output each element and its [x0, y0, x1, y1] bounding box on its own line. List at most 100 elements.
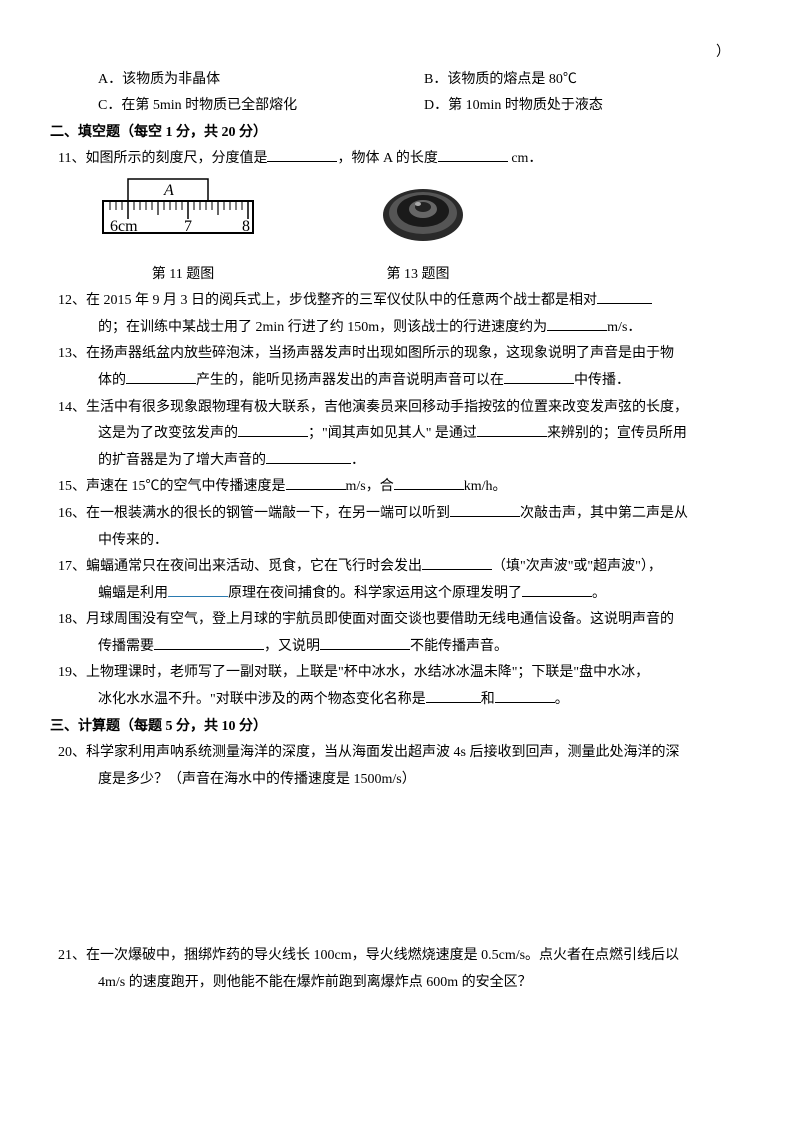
q13-num: 13、	[58, 346, 86, 361]
q17-num: 17、	[58, 559, 86, 574]
speaker-svg	[378, 177, 468, 247]
q21-l1: 在一次爆破中，捆绑炸药的导火线长 100cm，导火线燃烧速度是 0.5cm/s。…	[86, 948, 679, 963]
prev-question-options-row2: C．在第 5min 时物质已全部熔化 D．第 10min 时物质处于液态	[50, 93, 750, 120]
q17-l1-end: （填"次声波"或"超声波"），	[492, 559, 662, 574]
q17-l2-pre: 蝙蝠是利用	[98, 586, 168, 601]
q14-line3: 的扩音器是为了增大声音的 ．	[50, 448, 750, 475]
q13-l2-pre: 体的	[98, 373, 126, 388]
svg-text:7: 7	[184, 218, 192, 235]
section-2-title: 二、填空题（每空 1 分，共 20 分）	[50, 120, 750, 147]
blank	[286, 475, 346, 490]
q12-l1: 在 2015 年 9 月 3 日的阅兵式上，步伐整齐的三军仪仗队中的任意两个战士…	[86, 293, 597, 308]
option-d: D．第 10min 时物质处于液态	[424, 93, 750, 120]
question-13: 13、在扬声器纸盆内放些碎泡沫，当扬声器发声时出现如图所示的现象，这现象说明了声…	[50, 341, 750, 368]
blank	[394, 475, 464, 490]
q11-text-pre: 如图所示的刻度尺，分度值是	[85, 151, 267, 166]
blank	[154, 635, 264, 650]
question-20: 20、科学家利用声呐系统测量海洋的深度，当从海面发出超声波 4s 后接收到回声，…	[50, 740, 750, 767]
figures-row: A	[50, 177, 750, 258]
question-21: 21、在一次爆破中，捆绑炸药的导火线长 100cm，导火线燃烧速度是 0.5cm…	[50, 943, 750, 970]
section-3-title: 三、计算题（每题 5 分，共 10 分）	[50, 714, 750, 741]
figure-captions: 第 11 题图 第 13 题图	[50, 262, 750, 289]
q20-l2: 度是多少？（声音在海水中的传播速度是 1500m/s）	[98, 772, 416, 787]
q18-l2-mid: ，又说明	[264, 639, 320, 654]
q11-num: 11、	[58, 151, 85, 166]
option-b: B．该物质的熔点是 80℃	[424, 67, 750, 94]
q15-mid: m/s，合	[346, 479, 394, 494]
q15-pre: 声速在 15℃的空气中传播速度是	[86, 479, 286, 494]
q20-line2: 度是多少？（声音在海水中的传播速度是 1500m/s）	[50, 767, 750, 794]
q21-line2: 4m/s 的速度跑开，则他能不能在爆炸前跑到离爆炸点 600m 的安全区？	[50, 970, 750, 997]
question-15: 15、声速在 15℃的空气中传播速度是m/s，合km/h。	[50, 474, 750, 501]
q11-text-mid: ，物体 A 的长度	[337, 151, 437, 166]
q16-line2: 中传来的．	[50, 528, 750, 555]
ruler-svg: A	[98, 177, 258, 247]
q20-l1: 科学家利用声呐系统测量海洋的深度，当从海面发出超声波 4s 后接收到回声，测量此…	[86, 745, 679, 760]
q17-l1-pre: 蝙蝠通常只在夜间出来活动、觅食，它在飞行时会发出	[86, 559, 422, 574]
q14-l1: 生活中有很多现象跟物理有极大联系，吉他演奏员来回移动手指按弦的位置来改变发声弦的…	[86, 400, 688, 415]
q11-text-end: cm．	[508, 151, 543, 166]
q19-l1: 上物理课时，老师写了一副对联，上联是"杯中冰水，水结冰冰温未降"；下联是"盘中水…	[86, 665, 649, 680]
prev-question-paren: ）	[50, 40, 750, 67]
q12-l2-pre: 的；在训练中某战士用了 2min 行进了约 150m，则该战士的行进速度约为	[98, 320, 547, 335]
option-c: C．在第 5min 时物质已全部熔化	[98, 93, 424, 120]
q16-l1-pre: 在一根装满水的很长的钢管一端敲一下，在另一端可以听到	[86, 506, 450, 521]
ruler-figure: A	[98, 177, 258, 258]
q17-l2-mid: 原理在夜间捕食的。科学家运用这个原理发明了	[228, 586, 522, 601]
blank	[168, 582, 228, 597]
q18-num: 18、	[58, 612, 86, 627]
q19-line2: 冰化水水温不升。"对联中涉及的两个物态变化名称是和。	[50, 687, 750, 714]
blank	[450, 502, 520, 517]
svg-text:8: 8	[242, 218, 250, 235]
blank	[495, 688, 555, 703]
q18-l1: 月球周围没有空气，登上月球的宇航员即使面对面交谈也要借助无线电通信设备。这说明声…	[86, 612, 674, 627]
q13-l2-end: 中传播．	[574, 373, 630, 388]
workspace-gap	[50, 793, 750, 943]
question-12: 12、在 2015 年 9 月 3 日的阅兵式上，步伐整齐的三军仪仗队中的任意两…	[50, 288, 750, 315]
q14-l3-pre: 的扩音器是为了增大声音的	[98, 453, 266, 468]
option-a: A．该物质为非晶体	[98, 67, 424, 94]
prev-question-options-row1: A．该物质为非晶体 B．该物质的熔点是 80℃	[50, 67, 750, 94]
q14-line2: 这是为了改变弦发声的；"闻其声如见其人" 是通过来辨别的；宣传员所用	[50, 421, 750, 448]
speaker-figure	[378, 177, 468, 258]
blank	[597, 289, 652, 304]
question-16: 16、在一根装满水的很长的钢管一端敲一下，在另一端可以听到 次敲击声，其中第二声是…	[50, 501, 750, 528]
blank	[477, 422, 547, 437]
question-17: 17、蝙蝠通常只在夜间出来活动、觅食，它在飞行时会发出 （填"次声波"或"超声波"…	[50, 554, 750, 581]
q13-l1: 在扬声器纸盆内放些碎泡沫，当扬声器发声时出现如图所示的现象，这现象说明了声音是由…	[86, 346, 674, 361]
q14-num: 14、	[58, 400, 86, 415]
q19-l2-end: 。	[555, 692, 569, 707]
q13-l2-mid: 产生的，能听见扬声器发出的声音说明声音可以在	[196, 373, 504, 388]
blank	[504, 369, 574, 384]
q12-line2: 的；在训练中某战士用了 2min 行进了约 150m，则该战士的行进速度约为 m/…	[50, 315, 750, 342]
q21-num: 21、	[58, 948, 86, 963]
q14-l3-end: ．	[351, 453, 365, 468]
ruler-box-label: A	[163, 182, 174, 199]
q17-l2-end: 。	[592, 586, 606, 601]
q14-l2-pre: 这是为了改变弦发声的	[98, 426, 238, 441]
blank	[438, 147, 508, 162]
blank	[320, 635, 410, 650]
q18-l2-end: 不能传播声音。	[410, 639, 508, 654]
fig11-caption: 第 11 题图	[98, 262, 268, 289]
q16-l1-end: 次敲击声，其中第二声是从	[520, 506, 688, 521]
q14-l2-end: 来辨别的；宣传员所用	[547, 426, 687, 441]
svg-text:6cm: 6cm	[110, 218, 138, 235]
q17-line2: 蝙蝠是利用 原理在夜间捕食的。科学家运用这个原理发明了 。	[50, 581, 750, 608]
blank	[126, 369, 196, 384]
q15-num: 15、	[58, 479, 86, 494]
question-11: 11、如图所示的刻度尺，分度值是 ，物体 A 的长度 cm．	[50, 146, 750, 173]
q16-l2: 中传来的．	[98, 533, 168, 548]
blank	[238, 422, 308, 437]
question-18: 18、月球周围没有空气，登上月球的宇航员即使面对面交谈也要借助无线电通信设备。这…	[50, 607, 750, 634]
q20-num: 20、	[58, 745, 86, 760]
q16-num: 16、	[58, 506, 86, 521]
question-19: 19、上物理课时，老师写了一副对联，上联是"杯中冰水，水结冰冰温未降"；下联是"…	[50, 660, 750, 687]
q19-num: 19、	[58, 665, 86, 680]
q12-l2-end: m/s．	[607, 320, 641, 335]
q18-line2: 传播需要，又说明不能传播声音。	[50, 634, 750, 661]
blank	[547, 316, 607, 331]
fig13-caption: 第 13 题图	[268, 262, 568, 289]
q13-line2: 体的 产生的，能听见扬声器发出的声音说明声音可以在 中传播．	[50, 368, 750, 395]
blank	[522, 582, 592, 597]
